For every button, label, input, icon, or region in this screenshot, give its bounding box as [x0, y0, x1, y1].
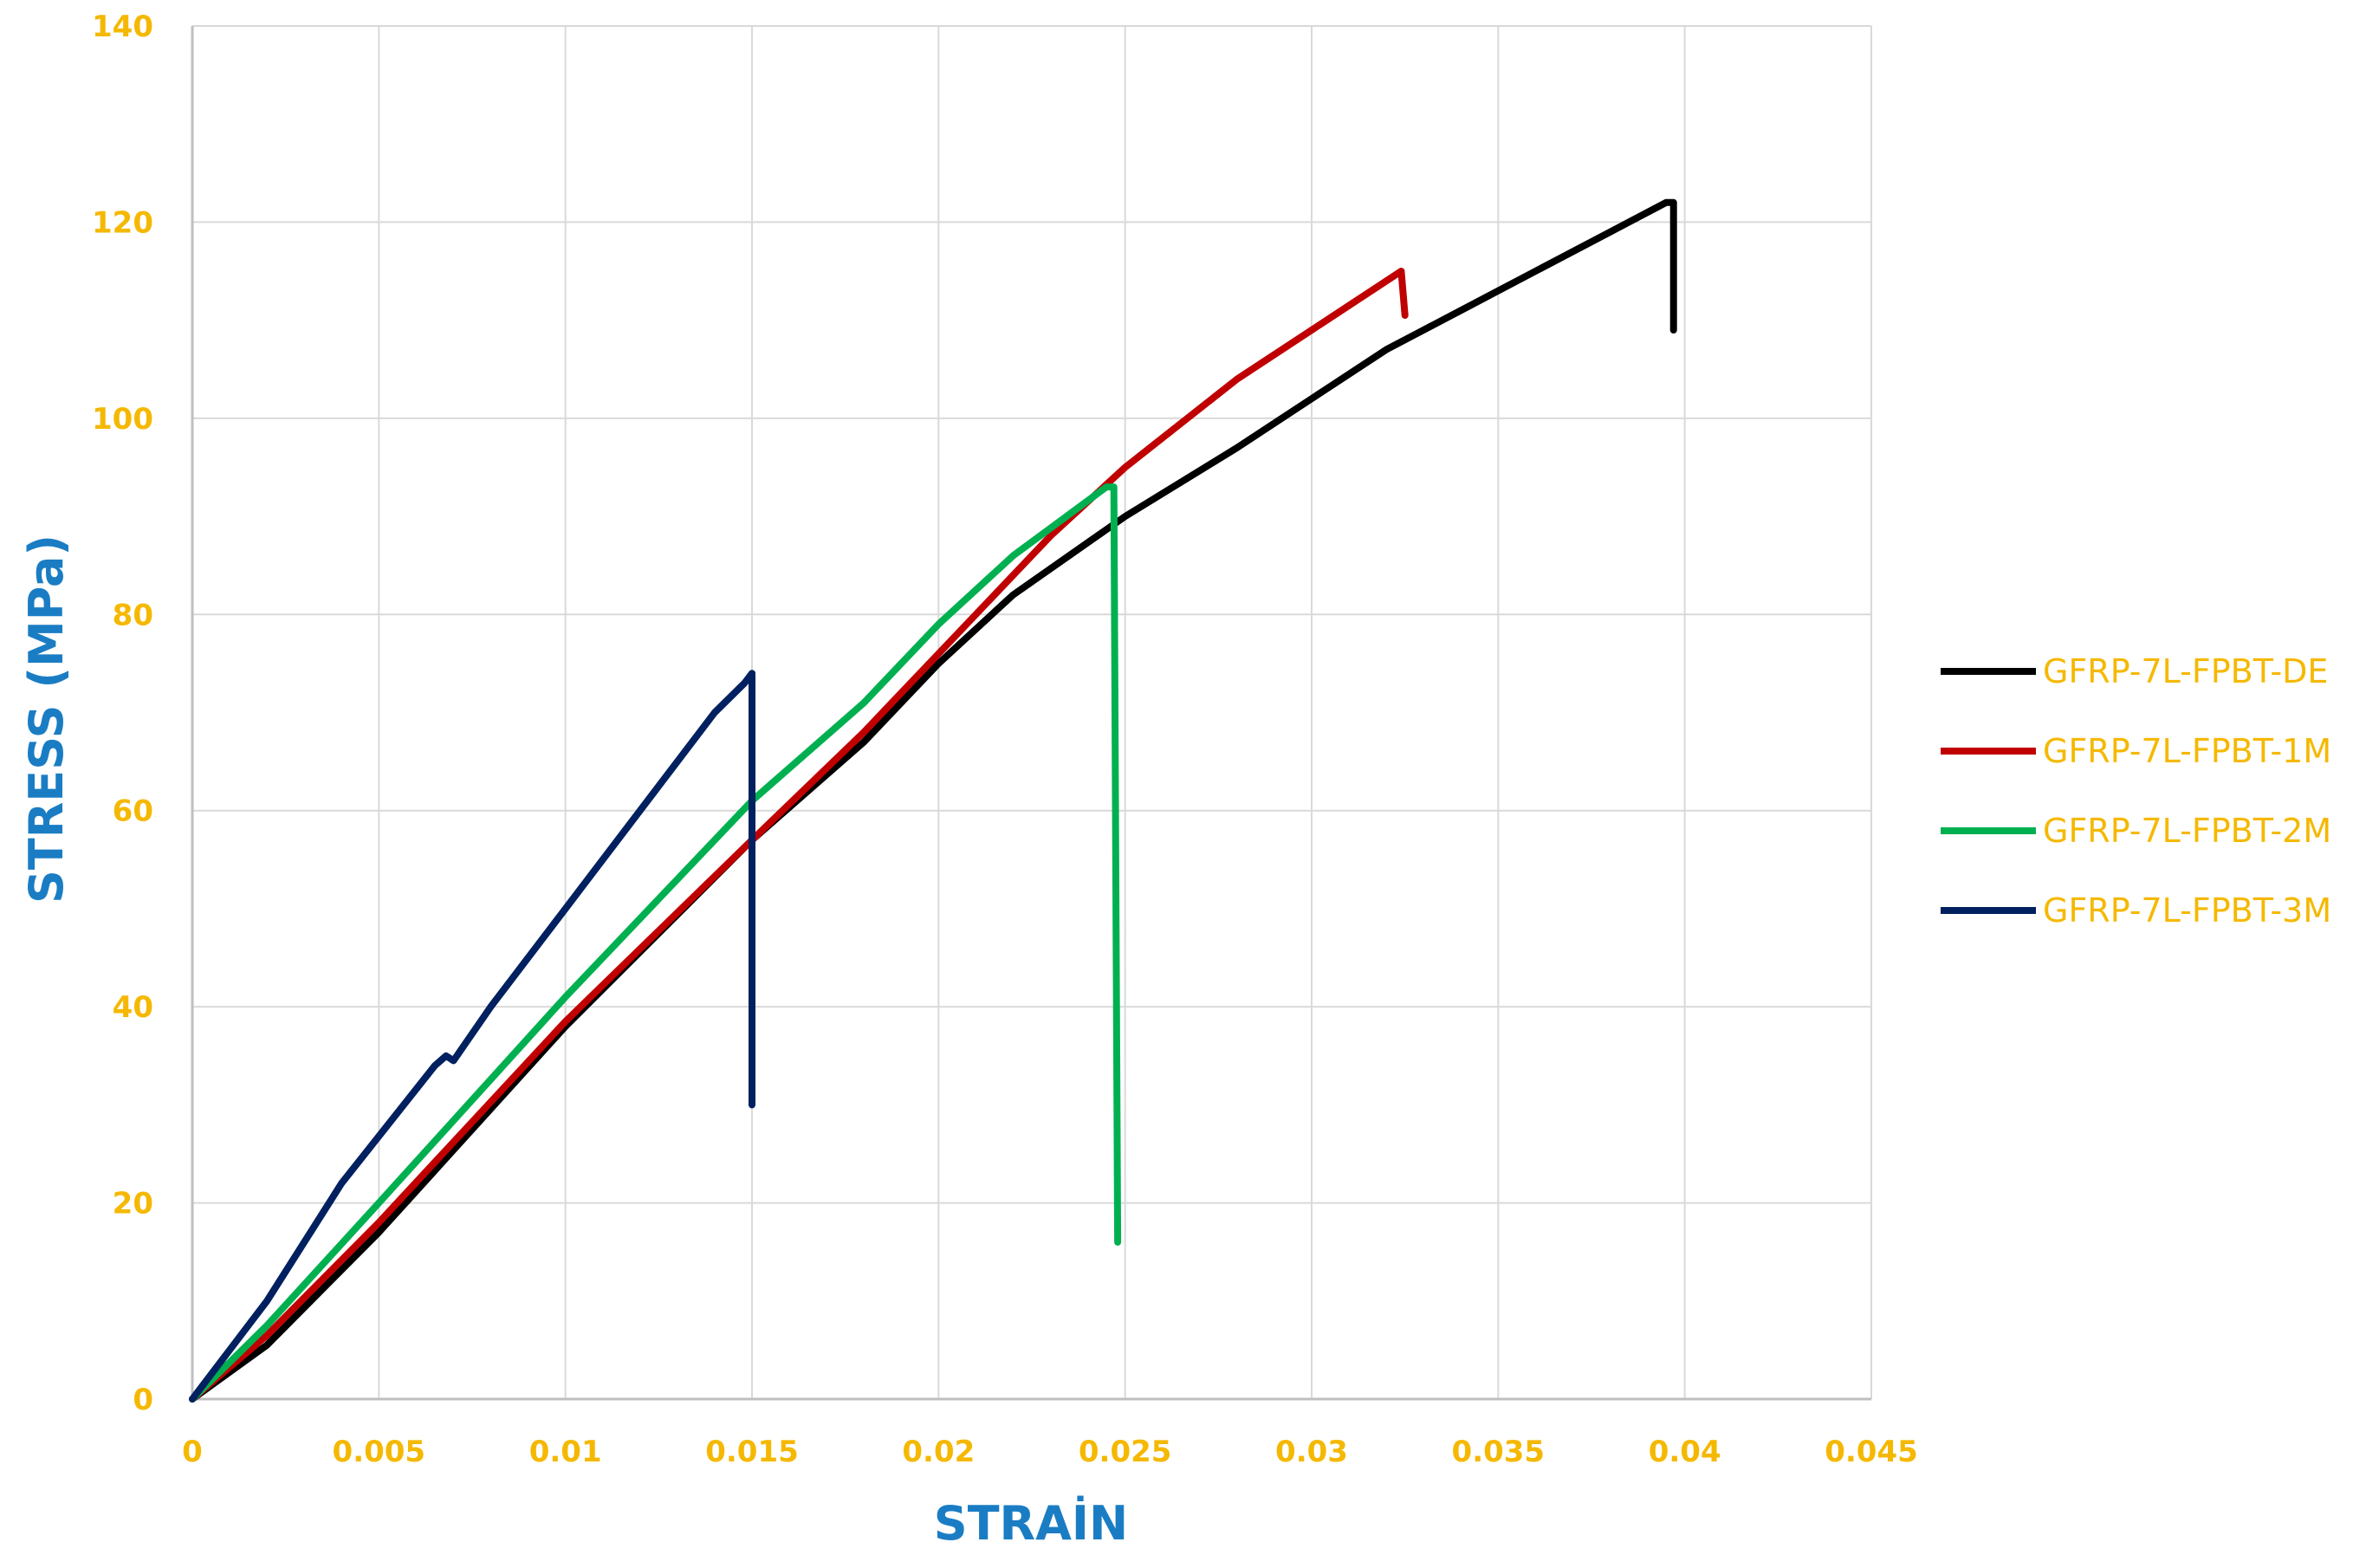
- legend-label: GFRP-7L-FPBT-3M: [2043, 891, 2331, 930]
- series-line-GFRP-7L-FPBT-3M: [189, 670, 755, 1403]
- x-tick-label: 0: [182, 1435, 203, 1469]
- x-tick-label: 0.04: [1649, 1435, 1721, 1469]
- series-line-GFRP-7L-FPBT-1M: [189, 268, 1409, 1403]
- x-tick-label: 0.005: [333, 1435, 426, 1469]
- legend-label: GFRP-7L-FPBT-1M: [2043, 732, 2331, 770]
- y-tick-labels: 0 20 40 60 80 100 120 140: [92, 10, 153, 1417]
- legend: GFRP-7L-FPBT-DE GFRP-7L-FPBT-1M GFRP-7L-FP…: [1941, 652, 2331, 930]
- x-axis-title: STRAİN: [934, 1496, 1128, 1551]
- y-tick-label: 0: [133, 1383, 153, 1417]
- x-tick-label: 0.015: [705, 1435, 799, 1469]
- y-tick-label: 140: [92, 10, 153, 44]
- series-line-GFRP-7L-FPBT-DE: [189, 198, 1677, 1403]
- y-axis-title: STRESS (MPa): [19, 535, 74, 904]
- x-tick-label: 0.025: [1079, 1435, 1172, 1469]
- y-tick-label: 40: [113, 990, 153, 1025]
- legend-label: GFRP-7L-FPBT-2M: [2043, 812, 2331, 850]
- y-tick-label: 120: [92, 205, 153, 240]
- y-tick-label: 60: [113, 794, 153, 829]
- x-tick-label: 0.02: [902, 1435, 975, 1469]
- grid-lines: [192, 25, 1872, 1399]
- y-tick-label: 20: [113, 1187, 153, 1221]
- series-line-GFRP-7L-FPBT-2M: [189, 483, 1122, 1403]
- x-tick-label: 0.03: [1275, 1435, 1348, 1469]
- y-tick-label: 100: [92, 402, 153, 437]
- x-tick-labels: 0 0.005 0.01 0.015 0.02 0.025 0.03 0.035 0.04 0.0…: [182, 1435, 1918, 1469]
- x-tick-label: 0.01: [529, 1435, 602, 1469]
- x-tick-label: 0.035: [1452, 1435, 1546, 1469]
- y-tick-label: 80: [113, 598, 153, 632]
- data-series: [189, 198, 1677, 1403]
- x-tick-label: 0.045: [1825, 1435, 1918, 1469]
- legend-label: GFRP-7L-FPBT-DE: [2043, 652, 2328, 690]
- axes: [191, 26, 1871, 1401]
